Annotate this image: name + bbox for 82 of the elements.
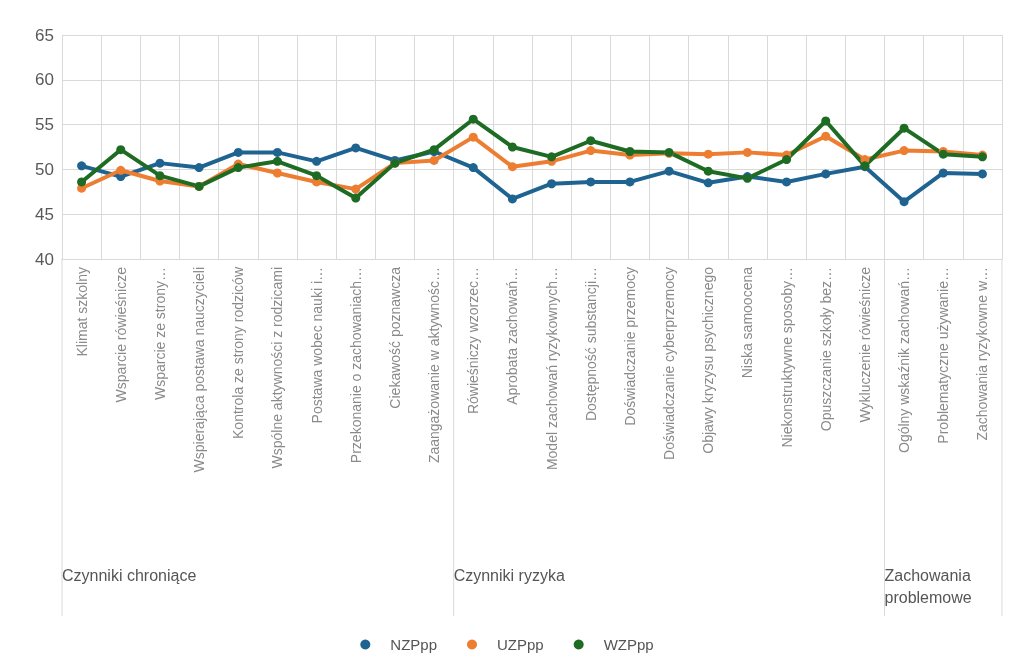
y-tick-label: 55 [35,115,54,135]
x-tick-label: Aprobata zachowań… [504,267,521,405]
point [899,123,909,133]
text: Zachowania problemowe [884,566,976,606]
x-tick-label: Ciekawość poznawcza [386,266,403,409]
point [782,177,792,187]
x-tick-label: Objawy kryzysu psychicznego [700,266,717,454]
point [586,177,596,187]
x-tick-label: Rówieśniczy wzorzec… [465,267,482,415]
point [821,116,831,126]
point [272,156,282,166]
x-tick-label: Zaangażowanie w aktywnośc… [426,267,443,464]
point [547,179,557,189]
point [977,169,987,179]
x-tick-label: Wspierająca postawa nauczycieli [191,267,208,473]
point [703,166,713,176]
point [703,149,713,159]
point [821,169,831,179]
point [77,177,87,187]
x-tick-label: Doświadczanie przemocy [621,267,638,426]
point [625,146,635,156]
x-tick-label: Postawa wobec nauki i… [308,267,325,424]
point [468,163,478,173]
x-tick-label: Niska samoocena [739,266,756,379]
x-tick-label: Ogólny wskaźnik zachowań… [896,267,913,453]
point [155,171,165,181]
point [351,193,361,203]
point [507,162,517,172]
point [468,132,478,142]
x-tick-label: Zachowania ryzykowne w… [974,267,991,441]
x-tick-label: Model zachowań ryzykownych… [543,267,560,471]
point [233,147,243,157]
y-tick-label: 45 [35,204,54,224]
point [507,142,517,152]
point [351,143,361,153]
x-tick-label: Kontrola ze strony rodziców [230,266,247,439]
point [312,171,322,181]
x-tick-label: Problematyczne używanie… [935,267,952,444]
point [938,168,948,178]
point [703,178,713,188]
y-tick-label: 65 [35,25,54,45]
x-tick-label: Dostępność substancji… [582,267,599,422]
x-tick-label: Klimat szkolny [73,267,90,357]
x-tick-label: Wykluczenie rówieśnicze [856,266,873,423]
point [194,163,204,173]
y-tick-label: 50 [35,159,54,179]
legend-label: WZPpp [603,636,654,653]
x-tick-label: Doświadczanie cyberprzemocy [661,267,678,460]
legend-label: UZPpp [497,636,544,653]
point [507,194,517,204]
point [155,158,165,168]
point [586,136,596,146]
point [664,166,674,176]
point [116,145,126,155]
point [272,168,282,178]
point [77,161,87,171]
point [272,147,282,157]
point [312,156,322,166]
point [233,163,243,173]
text: Czynniki ryzyka [453,566,565,584]
legend-label: NZPpp [390,636,437,653]
point [429,155,439,165]
x-tick-label: Wsparcie ze strony… [151,267,168,401]
text: Czynniki chroniące [62,566,197,584]
point [899,146,909,156]
point [547,152,557,162]
point [625,177,635,187]
x-tick-label: Wsparcie rówieśnicze [112,266,129,403]
point [468,114,478,124]
point [116,165,126,175]
point [351,184,361,194]
x-tick-label: Niekonstruktywne sposoby… [778,267,795,448]
y-tick-label: 40 [35,249,54,269]
y-tick-label: 60 [35,70,54,90]
point [782,155,792,165]
x-tick-label: Przekonanie o zachowaniach… [347,267,364,464]
x-tick-label: Wspólne aktywności z rodzicami [269,267,286,469]
point [742,147,752,157]
point [586,146,596,156]
point [899,197,909,207]
x-tick-label: Opuszczanie szkoły bez… [817,267,834,432]
point [821,131,831,141]
